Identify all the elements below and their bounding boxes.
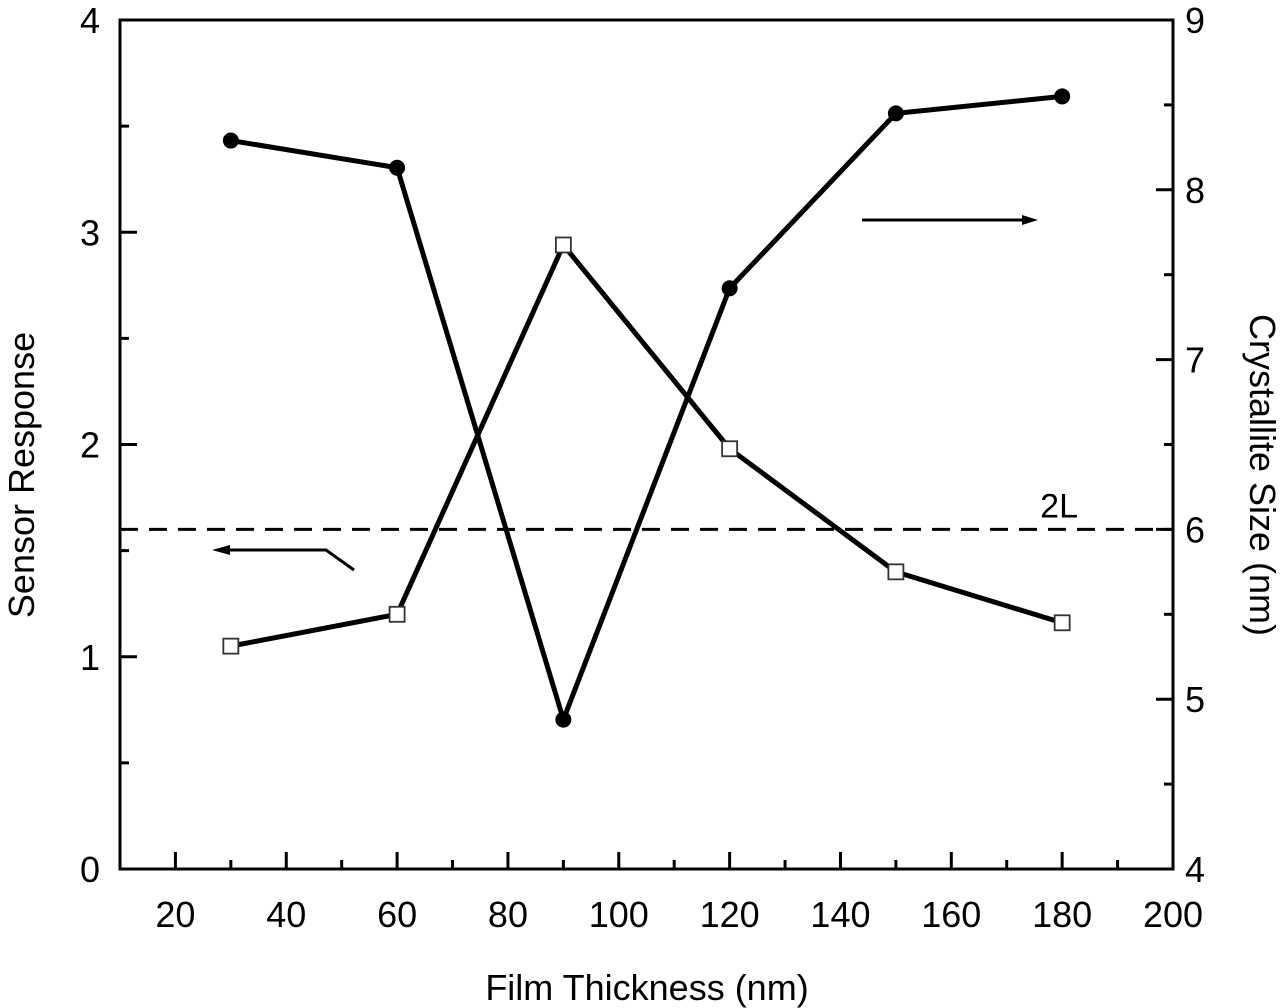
x-tick-label: 60 [377,894,417,935]
open-square-marker [388,605,406,623]
open-square-marker [887,563,905,581]
x-tick-label: 200 [1143,894,1203,935]
filled-circle-marker [1054,88,1071,105]
x-tick-label: 80 [488,894,528,935]
x-tick-label: 180 [1032,894,1092,935]
x-tick-label: 20 [155,894,195,935]
x-tick-label: 100 [589,894,649,935]
right-tick-label: 6 [1185,509,1205,550]
left-tick-label: 0 [80,849,100,890]
x-tick-label: 120 [700,894,760,935]
x-tick-label: 160 [921,894,981,935]
x-axis-label: Film Thickness (nm) [485,967,808,1008]
axis-tick-labels: 20 40 60 80 100 120 140 160 180 200 0 1 2 3 4 4 5 6 7 8 9 [80,0,1205,935]
x-tick-label: 40 [266,894,306,935]
filled-circle-marker [222,132,239,149]
x-tick-label: 140 [810,894,870,935]
right-tick-label: 4 [1185,849,1205,890]
data-series [222,88,1071,728]
left-axis-arrow-icon [212,545,355,572]
right-axis-arrow-icon [862,215,1038,225]
right-tick-label: 5 [1185,679,1205,720]
open-square-marker [721,440,739,458]
filled-circle-marker [887,105,904,122]
filled-circle-marker [555,711,572,728]
right-tick-label: 9 [1185,0,1205,41]
left-tick-label: 1 [80,637,100,678]
reference-line-label: 2L [1040,487,1078,525]
filled-circle-marker [389,159,406,176]
open-square-marker [1053,614,1071,632]
plot-frame [118,18,1175,871]
open-square-marker [222,637,240,655]
left-tick-label: 3 [80,212,100,253]
right-axis-label: Crystallite Size (nm) [1242,314,1280,636]
right-tick-label: 8 [1185,170,1205,211]
right-tick-label: 7 [1185,340,1205,381]
open-square-marker [554,236,572,254]
left-tick-label: 2 [80,425,100,466]
series-line [230,93,1063,723]
left-axis-label: Sensor Response [1,332,42,618]
left-tick-label: 4 [80,0,100,41]
filled-circle-marker [721,280,738,297]
series-line [230,242,1063,649]
